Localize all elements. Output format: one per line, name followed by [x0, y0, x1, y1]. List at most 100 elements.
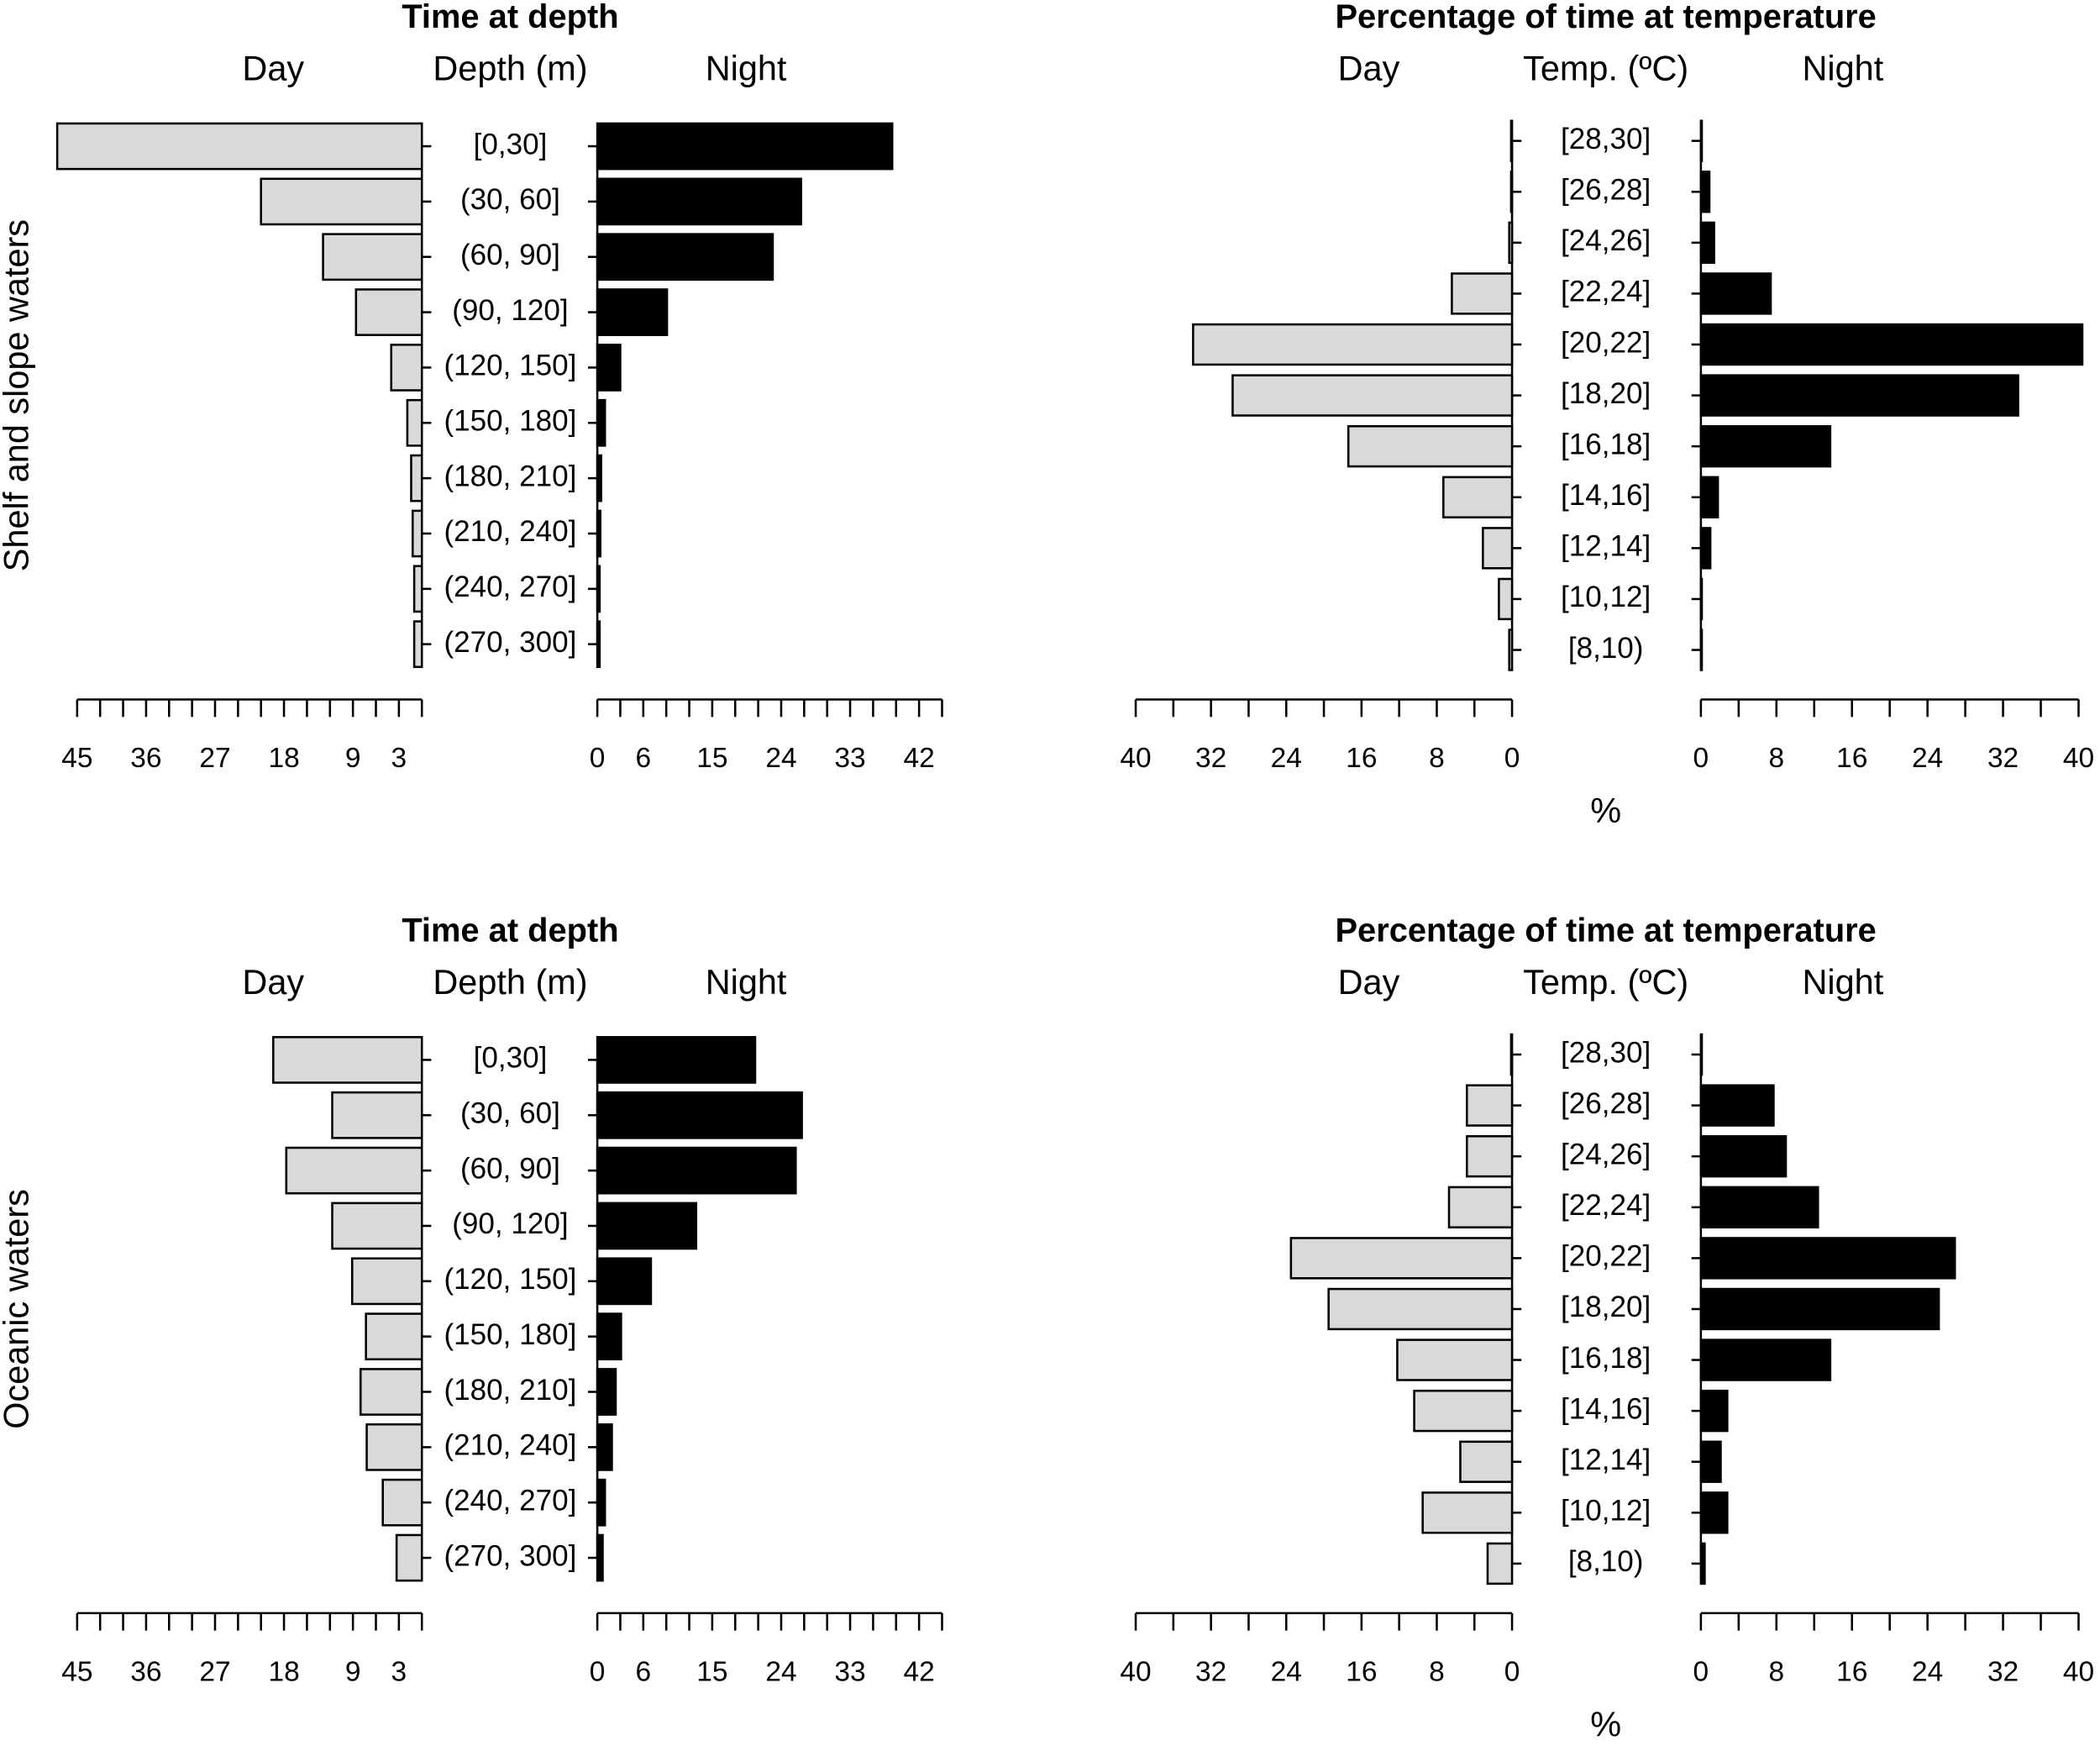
category-label: [10,12] [1561, 1495, 1651, 1528]
x-tick-label: 24 [765, 743, 796, 774]
bar [1699, 1033, 1704, 1076]
legend-label: Night [1803, 49, 1884, 88]
bar [596, 620, 601, 669]
category-label: [20,22] [1561, 1240, 1651, 1273]
bar [285, 1146, 423, 1195]
bar [1451, 272, 1514, 315]
bar [596, 1312, 622, 1361]
row-label: Oceanic waters [0, 1189, 35, 1429]
category-label: [24,26] [1561, 1138, 1651, 1170]
x-tick-label: 8 [1429, 743, 1445, 774]
bar [412, 620, 423, 669]
chart-title: Percentage of time at temperature [1335, 912, 1876, 949]
bar [596, 1146, 797, 1195]
x-tick-label: 40 [1120, 1656, 1151, 1687]
center-label: Depth (m) [433, 49, 587, 88]
x-tick-label: 3 [391, 1656, 407, 1687]
bar [365, 1423, 423, 1471]
bar [1699, 1186, 1819, 1228]
bar [596, 1036, 757, 1084]
category-label: (30, 60] [460, 183, 560, 216]
bar [1699, 272, 1772, 315]
category-label: (180, 210] [444, 1374, 577, 1407]
bar [390, 344, 423, 392]
category-label: [18,20] [1561, 1291, 1651, 1323]
bar [596, 288, 669, 336]
bar [1699, 1440, 1722, 1483]
bar [354, 288, 423, 336]
x-axis-label: % [1590, 1704, 1621, 1743]
x-tick-label: 24 [1912, 743, 1943, 774]
bar [55, 122, 423, 171]
category-label: (120, 150] [444, 1263, 577, 1296]
x-tick-label: 42 [904, 1656, 935, 1687]
category-label: [16,18] [1561, 1342, 1651, 1375]
category-label: (270, 300] [444, 626, 577, 659]
bar [1459, 1440, 1514, 1483]
x-tick-label: 40 [2063, 743, 2094, 774]
bar [596, 1478, 606, 1527]
x-tick-label: 36 [130, 1656, 161, 1687]
x-tick-label: 3 [391, 743, 407, 774]
x-axis-label: % [1590, 791, 1621, 830]
chart-title: Time at depth [402, 912, 618, 949]
x-tick-label: 15 [696, 743, 727, 774]
bar [1699, 577, 1704, 621]
x-tick-label: 0 [1504, 743, 1520, 774]
category-label: (30, 60] [460, 1097, 560, 1130]
x-tick-label: 8 [1429, 1656, 1445, 1687]
category-label: [0,30] [474, 1042, 548, 1075]
bar [412, 565, 423, 613]
x-tick-label: 32 [1987, 743, 2019, 774]
bar [1413, 1389, 1514, 1433]
x-tick-label: 16 [1346, 743, 1377, 774]
category-label: [14,16] [1561, 479, 1651, 512]
category-label: [10,12] [1561, 581, 1651, 613]
bar [331, 1202, 423, 1250]
bar [1699, 1084, 1775, 1127]
x-tick-label: 24 [1271, 1656, 1302, 1687]
category-label: (210, 240] [444, 515, 577, 548]
x-tick-label: 45 [61, 743, 92, 774]
category-label: [22,24] [1561, 1189, 1651, 1222]
x-tick-label: 18 [268, 743, 299, 774]
category-label: [26,28] [1561, 1087, 1651, 1120]
legend-label: Night [706, 49, 787, 88]
bar [359, 1368, 423, 1416]
bar [322, 233, 423, 281]
category-label: (240, 270] [444, 571, 577, 603]
x-tick-label: 0 [1693, 743, 1709, 774]
x-tick-label: 32 [1195, 1656, 1226, 1687]
category-label: (60, 90] [460, 239, 560, 271]
bar [596, 565, 601, 613]
legend-label: Day [242, 962, 304, 1002]
x-tick-label: 24 [1271, 743, 1302, 774]
bar [1699, 424, 1832, 468]
bar [1699, 119, 1704, 162]
category-label: (270, 300] [444, 1539, 577, 1572]
category-label: (210, 240] [444, 1429, 577, 1462]
bar [395, 1533, 423, 1582]
x-tick-label: 0 [590, 1656, 606, 1687]
bar [596, 1368, 617, 1416]
category-label: [24,26] [1561, 224, 1651, 257]
bar [1508, 221, 1514, 265]
x-tick-label: 6 [636, 1656, 652, 1687]
bar [1699, 1237, 1956, 1280]
bar [272, 1036, 423, 1084]
bar [365, 1312, 423, 1361]
bar [1327, 1287, 1514, 1331]
bar [596, 1423, 613, 1471]
x-tick-label: 27 [199, 1656, 230, 1687]
category-label: (60, 90] [460, 1152, 560, 1185]
bar [1347, 424, 1514, 468]
x-tick-label: 18 [268, 1656, 299, 1687]
bar [596, 1257, 653, 1306]
bar [1699, 527, 1712, 570]
x-tick-label: 33 [834, 1656, 865, 1687]
bar [412, 509, 423, 558]
legend-label: Day [1338, 49, 1400, 88]
bar [1699, 1338, 1832, 1381]
bar [596, 1533, 604, 1582]
